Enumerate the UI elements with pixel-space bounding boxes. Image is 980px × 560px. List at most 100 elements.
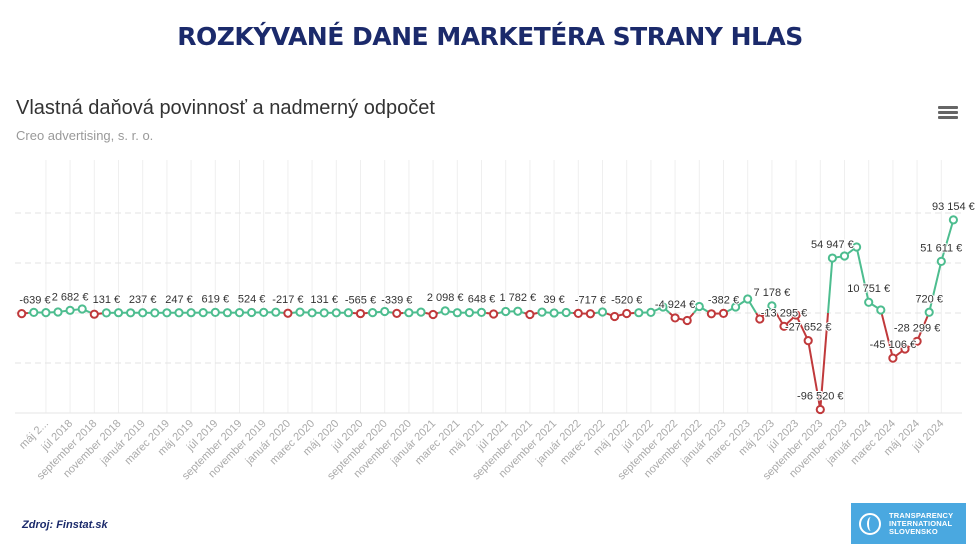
data-point [827, 253, 838, 263]
globe-icon [859, 512, 881, 535]
data-label: 619 € [202, 293, 230, 305]
data-point [198, 308, 208, 318]
data-point [658, 302, 668, 312]
data-point [428, 309, 438, 320]
data-point [464, 308, 474, 318]
data-point [113, 308, 124, 318]
data-point [404, 308, 414, 318]
data-label: 51 611 € [920, 242, 962, 254]
line-segment [819, 312, 830, 410]
logo-line-3: SLOVENSKO [889, 526, 938, 536]
data-point [513, 306, 523, 316]
data-point [331, 308, 341, 318]
data-label: -28 299 € [894, 322, 940, 334]
data-point [815, 404, 825, 415]
line-segment [940, 219, 955, 262]
data-label: 237 € [129, 294, 157, 306]
data-point [174, 308, 184, 318]
data-point [319, 308, 329, 318]
data-point [767, 301, 777, 311]
data-label: 54 947 € [811, 239, 854, 251]
data-point [864, 297, 874, 307]
data-point [718, 308, 729, 318]
data-point [355, 308, 366, 319]
source-note: Zdroj: Finstat.sk [22, 519, 108, 531]
data-point [876, 305, 886, 315]
data-point [89, 309, 99, 319]
data-point [900, 344, 910, 354]
line-segment [827, 257, 834, 314]
line-chart: -639 €2 682 € 131 € 237 € 247 € 619 € 524 € -2… [15, 160, 976, 482]
data-point [585, 309, 596, 319]
data-point [706, 309, 717, 319]
data-label: 131 € [93, 294, 121, 306]
data-point [924, 307, 934, 317]
data-point [416, 307, 426, 317]
data-label: -45 106 € [870, 339, 916, 351]
line-segment [807, 340, 822, 410]
data-label: -13 295 € [761, 307, 807, 319]
data-label: -717 € [575, 295, 606, 307]
data-point [271, 307, 281, 317]
line-segment [880, 312, 894, 359]
data-point [597, 307, 608, 317]
data-point [912, 336, 922, 346]
data-point [247, 307, 257, 318]
data-point [634, 308, 644, 318]
data-label: -339 € [381, 294, 412, 306]
data-point [380, 306, 390, 317]
data-label: -382 € [708, 294, 739, 306]
data-point [210, 307, 220, 317]
data-point [17, 309, 27, 319]
chart-title: Vlastná daňová povinnosť a nadmerný odpo… [16, 97, 435, 119]
data-point [670, 313, 680, 323]
transparency-international-logo: TRANSPARENCY INTERNATIONAL SLOVENSKO [851, 503, 966, 544]
data-label: -639 € [19, 295, 50, 307]
hamburger-menu-icon[interactable] [938, 104, 958, 122]
data-point [852, 242, 862, 252]
data-point [936, 256, 946, 266]
data-point [77, 304, 87, 314]
data-label: 524 € [238, 293, 266, 305]
data-point [755, 314, 765, 324]
data-point [186, 308, 196, 318]
data-point [162, 308, 172, 318]
logo-line-1: TRANSPARENCY [889, 510, 954, 520]
data-point [283, 308, 293, 318]
data-label: 648 € [468, 293, 496, 305]
data-label: 247 € [165, 294, 193, 306]
data-point [610, 311, 620, 322]
chart-subtitle: Creo advertising, s. r. o. [16, 128, 154, 143]
data-label: -96 520 € [797, 391, 843, 403]
data-point [295, 307, 305, 317]
data-point [501, 306, 511, 317]
data-label: 1 782 € [499, 292, 536, 304]
data-point [839, 251, 850, 261]
data-point [803, 336, 813, 346]
data-point [561, 307, 571, 318]
data-point [101, 308, 112, 318]
data-label: -565 € [345, 295, 376, 307]
data-point [65, 305, 75, 315]
data-point [392, 308, 402, 318]
data-point [682, 315, 692, 326]
data-point [646, 307, 656, 317]
data-point [549, 308, 559, 318]
line-segment [855, 246, 870, 303]
data-label: -27 652 € [785, 322, 831, 334]
data-point [259, 307, 269, 317]
data-label: 131 € [310, 294, 338, 306]
line-segment [795, 314, 810, 342]
data-point [489, 309, 499, 319]
data-label: 7 178 € [754, 287, 791, 299]
data-point [731, 302, 741, 312]
data-label: -520 € [611, 295, 642, 307]
data-point [888, 353, 898, 363]
data-point [573, 308, 583, 318]
logo-line-2: INTERNATIONAL [889, 518, 953, 528]
data-point [452, 308, 462, 318]
data-point [138, 308, 148, 318]
data-label: 39 € [543, 294, 564, 306]
data-point [307, 308, 317, 318]
data-point [234, 308, 245, 318]
